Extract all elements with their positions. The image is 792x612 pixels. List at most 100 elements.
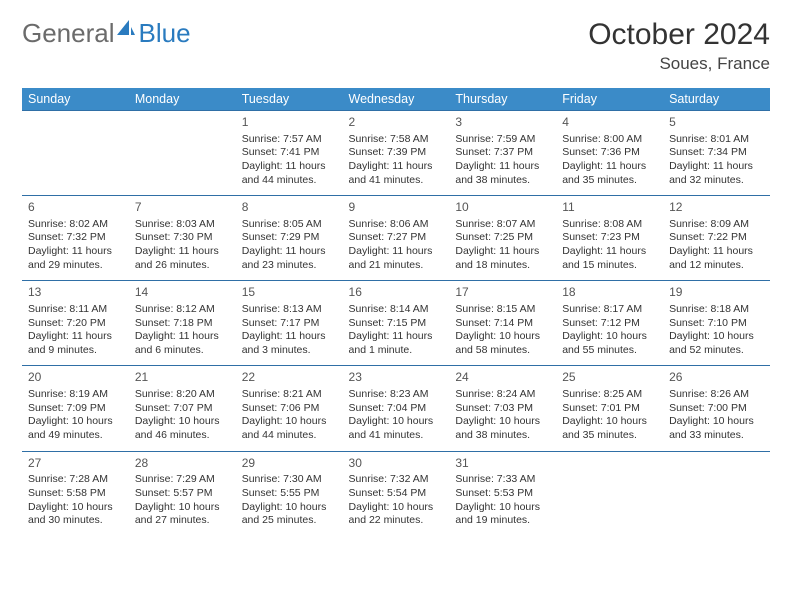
logo-text-blue: Blue bbox=[139, 18, 191, 49]
daylight-text: Daylight: 11 hours and 38 minutes. bbox=[455, 160, 550, 187]
sunset-text: Sunset: 7:06 PM bbox=[242, 402, 337, 416]
daylight-text: Daylight: 11 hours and 35 minutes. bbox=[562, 160, 657, 187]
day-number: 9 bbox=[349, 200, 444, 216]
header: General Blue October 2024 Soues, France bbox=[22, 18, 770, 74]
sunset-text: Sunset: 7:17 PM bbox=[242, 317, 337, 331]
dayname-sat: Saturday bbox=[663, 88, 770, 111]
sunrise-text: Sunrise: 8:09 AM bbox=[669, 218, 764, 232]
day-cell: 7Sunrise: 8:03 AMSunset: 7:30 PMDaylight… bbox=[129, 196, 236, 281]
day-cell: 3 Sunrise: 7:59 AMSunset: 7:37 PMDaylight… bbox=[449, 111, 556, 196]
daylight-text: Daylight: 10 hours and 52 minutes. bbox=[669, 330, 764, 357]
day-cell: 2Sunrise: 7:58 AMSunset: 7:39 PMDaylight… bbox=[343, 111, 450, 196]
day-number: 19 bbox=[669, 285, 764, 301]
sunrise-text: Sunrise: 8:26 AM bbox=[669, 388, 764, 402]
sunrise-text: Sunrise: 8:08 AM bbox=[562, 218, 657, 232]
logo-text-general: General bbox=[22, 18, 115, 49]
sunset-text: Sunset: 7:29 PM bbox=[242, 231, 337, 245]
title-block: October 2024 Soues, France bbox=[588, 18, 770, 74]
daylight-text: Daylight: 10 hours and 49 minutes. bbox=[28, 415, 123, 442]
day-cell: 4Sunrise: 8:00 AMSunset: 7:36 PMDaylight… bbox=[556, 111, 663, 196]
sunset-text: Sunset: 7:37 PM bbox=[455, 146, 550, 160]
week-row: 20Sunrise: 8:19 AMSunset: 7:09 PMDayligh… bbox=[22, 366, 770, 451]
sunrise-text: Sunrise: 8:23 AM bbox=[349, 388, 444, 402]
sunset-text: Sunset: 7:18 PM bbox=[135, 317, 230, 331]
week-row: 6Sunrise: 8:02 AMSunset: 7:32 PMDaylight… bbox=[22, 196, 770, 281]
dayname-thu: Thursday bbox=[449, 88, 556, 111]
sunset-text: Sunset: 7:20 PM bbox=[28, 317, 123, 331]
calendar-body: 1Sunrise: 7:57 AMSunset: 7:41 PMDaylight… bbox=[22, 111, 770, 536]
sunset-text: Sunset: 7:27 PM bbox=[349, 231, 444, 245]
day-cell: 14Sunrise: 8:12 AMSunset: 7:18 PMDayligh… bbox=[129, 281, 236, 366]
day-number: 28 bbox=[135, 456, 230, 472]
daylight-text: Daylight: 11 hours and 9 minutes. bbox=[28, 330, 123, 357]
day-number: 22 bbox=[242, 370, 337, 386]
sunrise-text: Sunrise: 8:00 AM bbox=[562, 133, 657, 147]
day-cell: 27Sunrise: 7:28 AMSunset: 5:58 PMDayligh… bbox=[22, 451, 129, 536]
daylight-text: Daylight: 10 hours and 33 minutes. bbox=[669, 415, 764, 442]
sunrise-text: Sunrise: 8:07 AM bbox=[455, 218, 550, 232]
day-cell: 16Sunrise: 8:14 AMSunset: 7:15 PMDayligh… bbox=[343, 281, 450, 366]
dayname-tue: Tuesday bbox=[236, 88, 343, 111]
sunset-text: Sunset: 5:54 PM bbox=[349, 487, 444, 501]
daylight-text: Daylight: 11 hours and 41 minutes. bbox=[349, 160, 444, 187]
day-number: 18 bbox=[562, 285, 657, 301]
dayname-row: Sunday Monday Tuesday Wednesday Thursday… bbox=[22, 88, 770, 111]
daylight-text: Daylight: 10 hours and 55 minutes. bbox=[562, 330, 657, 357]
day-number: 2 bbox=[349, 115, 444, 131]
day-cell: 8Sunrise: 8:05 AMSunset: 7:29 PMDaylight… bbox=[236, 196, 343, 281]
day-number: 26 bbox=[669, 370, 764, 386]
sunset-text: Sunset: 5:55 PM bbox=[242, 487, 337, 501]
sunset-text: Sunset: 7:23 PM bbox=[562, 231, 657, 245]
daylight-text: Daylight: 11 hours and 29 minutes. bbox=[28, 245, 123, 272]
day-cell: 5Sunrise: 8:01 AMSunset: 7:34 PMDaylight… bbox=[663, 111, 770, 196]
day-number: 25 bbox=[562, 370, 657, 386]
daylight-text: Daylight: 11 hours and 15 minutes. bbox=[562, 245, 657, 272]
sunrise-text: Sunrise: 7:30 AM bbox=[242, 473, 337, 487]
day-number: 20 bbox=[28, 370, 123, 386]
sunrise-text: Sunrise: 8:13 AM bbox=[242, 303, 337, 317]
daylight-text: Daylight: 11 hours and 26 minutes. bbox=[135, 245, 230, 272]
sunrise-text: Sunrise: 8:20 AM bbox=[135, 388, 230, 402]
daylight-text: Daylight: 11 hours and 32 minutes. bbox=[669, 160, 764, 187]
daylight-text: Daylight: 11 hours and 1 minute. bbox=[349, 330, 444, 357]
day-number: 13 bbox=[28, 285, 123, 301]
day-cell bbox=[22, 111, 129, 196]
daylight-text: Daylight: 10 hours and 41 minutes. bbox=[349, 415, 444, 442]
sunset-text: Sunset: 7:00 PM bbox=[669, 402, 764, 416]
logo-sail-icon bbox=[115, 17, 137, 44]
day-number: 3 bbox=[455, 115, 550, 131]
sunrise-text: Sunrise: 8:12 AM bbox=[135, 303, 230, 317]
day-cell: 18Sunrise: 8:17 AMSunset: 7:12 PMDayligh… bbox=[556, 281, 663, 366]
sunrise-text: Sunrise: 7:28 AM bbox=[28, 473, 123, 487]
sunrise-text: Sunrise: 8:19 AM bbox=[28, 388, 123, 402]
day-cell: 11Sunrise: 8:08 AMSunset: 7:23 PMDayligh… bbox=[556, 196, 663, 281]
sunrise-text: Sunrise: 8:25 AM bbox=[562, 388, 657, 402]
day-number: 10 bbox=[455, 200, 550, 216]
sunset-text: Sunset: 5:57 PM bbox=[135, 487, 230, 501]
daylight-text: Daylight: 10 hours and 27 minutes. bbox=[135, 501, 230, 528]
sunrise-text: Sunrise: 8:15 AM bbox=[455, 303, 550, 317]
day-cell: 30Sunrise: 7:32 AMSunset: 5:54 PMDayligh… bbox=[343, 451, 450, 536]
location-label: Soues, France bbox=[588, 54, 770, 74]
day-cell bbox=[556, 451, 663, 536]
day-number: 24 bbox=[455, 370, 550, 386]
daylight-text: Daylight: 11 hours and 12 minutes. bbox=[669, 245, 764, 272]
day-number: 14 bbox=[135, 285, 230, 301]
daylight-text: Daylight: 10 hours and 25 minutes. bbox=[242, 501, 337, 528]
day-number: 5 bbox=[669, 115, 764, 131]
day-cell: 29Sunrise: 7:30 AMSunset: 5:55 PMDayligh… bbox=[236, 451, 343, 536]
day-number: 12 bbox=[669, 200, 764, 216]
sunrise-text: Sunrise: 7:29 AM bbox=[135, 473, 230, 487]
day-cell: 21Sunrise: 8:20 AMSunset: 7:07 PMDayligh… bbox=[129, 366, 236, 451]
daylight-text: Daylight: 11 hours and 3 minutes. bbox=[242, 330, 337, 357]
sunset-text: Sunset: 7:14 PM bbox=[455, 317, 550, 331]
sunset-text: Sunset: 7:12 PM bbox=[562, 317, 657, 331]
day-cell: 1Sunrise: 7:57 AMSunset: 7:41 PMDaylight… bbox=[236, 111, 343, 196]
daylight-text: Daylight: 10 hours and 22 minutes. bbox=[349, 501, 444, 528]
sunrise-text: Sunrise: 8:03 AM bbox=[135, 218, 230, 232]
sunset-text: Sunset: 5:53 PM bbox=[455, 487, 550, 501]
logo: General Blue bbox=[22, 18, 191, 49]
day-cell: 9Sunrise: 8:06 AMSunset: 7:27 PMDaylight… bbox=[343, 196, 450, 281]
day-cell: 23Sunrise: 8:23 AMSunset: 7:04 PMDayligh… bbox=[343, 366, 450, 451]
sunrise-text: Sunrise: 7:59 AM bbox=[455, 133, 550, 147]
